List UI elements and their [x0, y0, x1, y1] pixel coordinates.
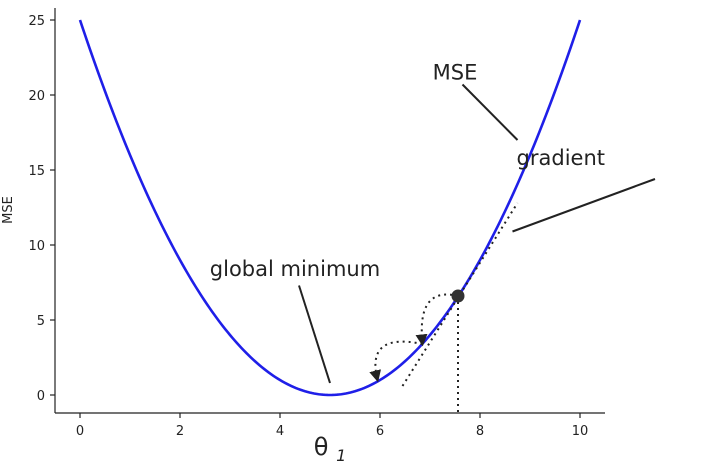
mse-curve	[78, 19, 582, 397]
x-tick-label-4: 8	[476, 424, 484, 439]
y-ticks: 0 5 10 15 20 25	[28, 14, 55, 404]
current-point-marker	[451, 289, 465, 303]
y-tick-label-4: 20	[28, 89, 45, 104]
annotation-gradient-label: gradient	[517, 146, 605, 170]
x-tick-label-3: 6	[376, 424, 384, 439]
step-arrow-1	[369, 340, 423, 383]
y-tick-label-0: 0	[37, 389, 45, 404]
x-axis-label-main: θ	[314, 433, 329, 461]
x-tick-label-0: 0	[76, 424, 84, 439]
x-tick-label-5: 10	[572, 424, 589, 439]
x-axis-label-subscript: 1	[336, 446, 346, 461]
y-tick-label-5: 25	[28, 14, 45, 29]
axes	[54, 8, 605, 414]
annotation-leader-lines	[298, 83, 656, 384]
y-tick-label-1: 5	[37, 314, 45, 329]
y-tick-label-2: 10	[28, 239, 45, 254]
y-axis-label: MSE	[1, 196, 16, 224]
x-ticks: 0 2 4 6 8 10	[76, 413, 588, 439]
step-arrow-0	[415, 293, 459, 347]
annotation-leader-line-2	[298, 285, 331, 384]
annotation-mse-label: MSE	[433, 61, 478, 85]
x-axis-label: θ 1	[314, 433, 347, 461]
annotation-leader-line-0	[461, 83, 519, 141]
annotation-global-minimum-label: global minimum	[210, 257, 380, 281]
annotation-leader-line-1	[512, 178, 656, 233]
x-tick-label-2: 4	[276, 424, 284, 439]
y-tick-label-3: 15	[28, 164, 45, 179]
x-tick-label-1: 2	[176, 424, 184, 439]
step-arrows	[369, 293, 459, 383]
